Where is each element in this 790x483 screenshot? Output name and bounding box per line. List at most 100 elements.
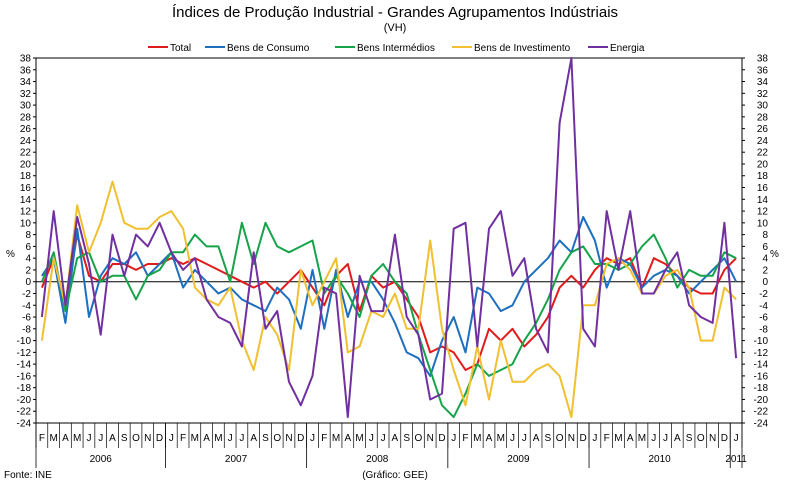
y-tick-label-right: -8 — [759, 324, 768, 335]
x-tick-label: A — [486, 433, 493, 444]
y-tick-label-right: 22 — [757, 148, 769, 159]
y-tick-label-right: 0 — [762, 277, 768, 288]
y-axis-left: 38363432302826242220181614121086420-2-4-… — [17, 54, 36, 430]
y-tick-label-right: -14 — [754, 360, 769, 371]
y-tick-label-left: 4 — [25, 254, 31, 265]
y-tick-label-right: 2 — [762, 265, 768, 276]
y-tick-label-left: 32 — [20, 89, 32, 100]
x-tick-label: S — [121, 433, 128, 444]
x-tick-label: O — [415, 433, 423, 444]
y-axis-label-left: % — [6, 249, 15, 260]
x-tick-label: M — [49, 433, 57, 444]
y-tick-label-right: 32 — [757, 89, 769, 100]
x-tick-label: J — [451, 433, 456, 444]
y-axis-label-right: % — [770, 249, 779, 260]
y-tick-label-right: 14 — [757, 195, 769, 206]
credit-note: (Gráfico: GEE) — [362, 470, 428, 481]
x-tick-label: J — [239, 433, 244, 444]
y-tick-label-left: -4 — [22, 301, 31, 312]
y-tick-label-left: 38 — [20, 54, 32, 65]
y-tick-label-left: 12 — [20, 207, 32, 218]
x-tick-label: D — [580, 433, 587, 444]
y-tick-label-right: -12 — [754, 348, 769, 359]
y-tick-label-right: 12 — [757, 207, 769, 218]
x-tick-label: A — [109, 433, 116, 444]
y-tick-label-left: 34 — [20, 77, 32, 88]
x-tick-label: A — [533, 433, 540, 444]
x-tick-label: O — [697, 433, 705, 444]
y-tick-label-left: -18 — [17, 383, 32, 394]
y-tick-label-left: 22 — [20, 148, 32, 159]
x-tick-label: F — [321, 433, 327, 444]
x-tick-label: J — [228, 433, 233, 444]
y-axis-right: 38363432302826242220181614121086420-2-4-… — [742, 54, 768, 430]
y-tick-label-left: -14 — [17, 360, 32, 371]
x-tick-label: J — [522, 433, 527, 444]
legend: Total Bens de Consumo Bens Intermédios Bens… — [148, 43, 645, 54]
y-tick-label-right: 26 — [757, 124, 769, 135]
y-tick-label-left: -12 — [17, 348, 32, 359]
series-line-energia — [40, 57, 738, 419]
y-tick-label-left: 16 — [20, 183, 32, 194]
y-tick-label-left: 20 — [20, 159, 32, 170]
y-tick-label-right: 30 — [757, 101, 769, 112]
x-tick-label: D — [721, 433, 728, 444]
x-tick-label: N — [285, 433, 292, 444]
y-tick-label-right: 38 — [757, 54, 769, 65]
y-tick-label-right: -10 — [754, 336, 769, 347]
series-line-bens-interm-dios — [40, 221, 737, 419]
year-label: 2006 — [90, 454, 113, 465]
x-tick-label: D — [297, 433, 304, 444]
x-tick-label: M — [638, 433, 646, 444]
y-tick-label-right: 16 — [757, 183, 769, 194]
x-tick-label: M — [614, 433, 622, 444]
y-tick-label-right: -20 — [754, 395, 769, 406]
x-tick-label: F — [462, 433, 468, 444]
y-tick-label-right: 8 — [762, 230, 768, 241]
year-label: 2011 — [725, 454, 747, 465]
source-note: Fonte: INE — [4, 470, 52, 481]
y-tick-label-right: 28 — [757, 112, 769, 123]
y-tick-label-right: -2 — [759, 289, 768, 300]
x-tick-label: N — [427, 433, 434, 444]
series-group — [40, 57, 738, 419]
y-tick-label-left: -22 — [17, 407, 32, 418]
y-tick-label-left: 10 — [20, 218, 32, 229]
y-tick-label-right: 34 — [757, 77, 769, 88]
x-tick-label: D — [438, 433, 445, 444]
y-tick-label-left: -8 — [22, 324, 31, 335]
y-tick-label-right: 10 — [757, 218, 769, 229]
x-tick-label: M — [497, 433, 505, 444]
y-tick-label-left: -20 — [17, 395, 32, 406]
legend-item: Total — [170, 43, 191, 54]
chart-subtitle: (VH) — [384, 22, 407, 34]
x-tick-label: M — [191, 433, 199, 444]
legend-item: Energia — [610, 43, 645, 54]
y-tick-label-left: -10 — [17, 336, 32, 347]
x-tick-label: F — [39, 433, 45, 444]
y-tick-label-right: 18 — [757, 171, 769, 182]
y-tick-label-left: 24 — [20, 136, 32, 147]
x-tick-label: S — [545, 433, 552, 444]
y-tick-label-left: 2 — [25, 265, 31, 276]
legend-item: Bens Intermédios — [357, 43, 435, 54]
x-tick-label: F — [180, 433, 186, 444]
y-tick-label-right: 4 — [762, 254, 768, 265]
y-tick-label-right: 20 — [757, 159, 769, 170]
y-tick-label-right: -16 — [754, 371, 769, 382]
x-tick-label: N — [709, 433, 716, 444]
x-tick-label: J — [592, 433, 597, 444]
x-tick-label: O — [556, 433, 564, 444]
year-label: 2007 — [225, 454, 248, 465]
x-tick-label: D — [156, 433, 163, 444]
x-tick-label: N — [568, 433, 575, 444]
y-tick-label-left: 6 — [25, 242, 31, 253]
year-label: 2008 — [366, 454, 389, 465]
x-tick-label: J — [369, 433, 374, 444]
y-tick-label-left: 18 — [20, 171, 32, 182]
x-tick-label: J — [734, 433, 739, 444]
x-tick-label: J — [86, 433, 91, 444]
x-tick-label: N — [144, 433, 151, 444]
